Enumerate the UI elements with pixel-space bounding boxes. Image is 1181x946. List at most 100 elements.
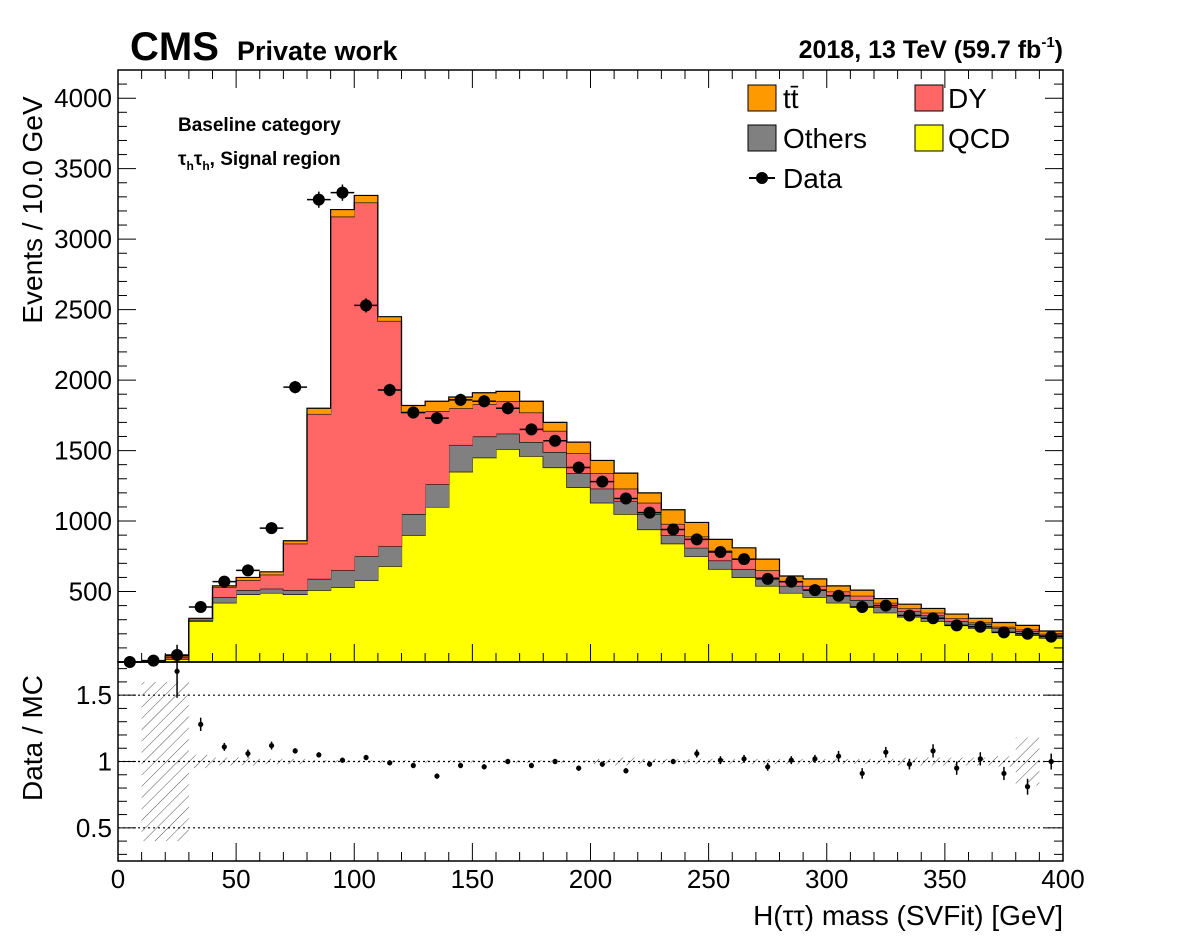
ratio-point	[977, 756, 983, 762]
upper-y-tick-label: 1500	[54, 436, 112, 466]
others-bar	[732, 568, 757, 578]
legend-qcd-label: QCD	[948, 123, 1010, 154]
stacked-histogram	[118, 194, 1064, 663]
data-point	[147, 654, 160, 667]
others-bar	[614, 501, 639, 514]
ratio-point	[268, 742, 275, 749]
qcd-bar	[708, 568, 733, 662]
data-point	[478, 395, 491, 408]
ttbar-bar	[259, 571, 284, 575]
ttbar-bar	[614, 473, 639, 489]
qcd-bar	[850, 607, 875, 662]
ttbar-bar	[685, 522, 710, 537]
lower-y-tick-label: 1	[98, 747, 112, 777]
qcd-bar	[496, 449, 521, 662]
data-point	[903, 609, 916, 622]
qcd-bar	[685, 556, 710, 662]
lower-y-axis-title: Data / MC	[17, 675, 48, 801]
lumi-label: 2018, 13 TeV (59.7 fb-1)	[799, 34, 1063, 64]
ratio-point	[646, 761, 653, 767]
others-bar	[472, 436, 497, 458]
qcd-bar	[519, 456, 544, 662]
qcd-bar	[401, 535, 426, 662]
qcd-bar	[307, 590, 332, 662]
dy-bar	[448, 408, 473, 445]
others-bar	[661, 535, 686, 544]
others-bar	[708, 560, 733, 569]
data-point	[808, 584, 821, 597]
qcd-bar	[755, 585, 780, 662]
dy-bar	[212, 587, 237, 598]
others-bar	[590, 488, 615, 503]
data-point	[643, 506, 656, 519]
data-point	[241, 564, 254, 577]
x-axis-title: H(ττ) mass (SVFit) [GeV]	[753, 900, 1063, 931]
data-point	[950, 619, 963, 632]
ratio-point	[198, 721, 204, 727]
ttbar-bar	[354, 195, 379, 203]
ratio-point	[552, 758, 558, 765]
ratio-point	[481, 764, 487, 770]
ratio-point	[174, 668, 180, 674]
qcd-bar	[614, 514, 639, 662]
band-bin	[188, 754, 213, 769]
others-bar	[519, 442, 544, 457]
dy-bar	[307, 413, 332, 579]
others-bar	[354, 556, 379, 581]
ratio-point	[410, 762, 416, 769]
x-tick-label: 100	[333, 864, 376, 894]
x-tick-label: 400	[1041, 864, 1084, 894]
qcd-bar	[921, 621, 946, 662]
data-point	[997, 626, 1010, 639]
ttbar-bar	[708, 539, 733, 551]
dy-bar	[236, 580, 261, 591]
legend-others-label: Others	[783, 123, 867, 154]
ratio-point	[316, 752, 322, 758]
data-point	[407, 406, 420, 419]
legend-data-label: Data	[783, 163, 843, 194]
ttbar-bar	[826, 585, 851, 592]
ttbar-bar	[992, 622, 1017, 627]
data-point	[761, 572, 774, 585]
qcd-bar	[330, 587, 355, 662]
ttbar-bar	[236, 577, 261, 581]
others-bar	[377, 546, 402, 567]
ratio-point	[717, 757, 724, 763]
legend-dy-swatch	[914, 84, 944, 112]
qcd-bar	[779, 592, 804, 662]
ttbar-bar	[897, 604, 922, 609]
ratio-point	[954, 765, 960, 771]
dy-bar	[850, 595, 875, 600]
qcd-bar	[283, 594, 308, 662]
others-bar	[307, 578, 332, 591]
data-point	[265, 522, 278, 535]
ratio-point	[906, 761, 913, 767]
data-point	[667, 523, 680, 536]
ratio-point	[599, 761, 605, 767]
ratio-point	[765, 764, 771, 770]
band-bin	[448, 760, 473, 763]
band-bin	[685, 758, 709, 765]
ratio-point	[339, 757, 346, 763]
data-point	[218, 575, 231, 588]
qcd-bar	[803, 597, 828, 662]
data-point	[454, 393, 467, 406]
x-tick-label: 250	[687, 864, 730, 894]
ttbar-bar	[944, 614, 969, 619]
ratio-point	[1001, 770, 1007, 777]
data-point	[383, 383, 396, 396]
others-bar	[236, 590, 261, 595]
qcd-bar	[236, 594, 261, 662]
dy-bar	[354, 202, 379, 557]
data-point	[501, 402, 514, 415]
others-bar	[496, 433, 521, 450]
ratio-point	[528, 762, 535, 769]
qcd-bar	[874, 612, 899, 662]
data-point	[572, 461, 585, 474]
qcd-bar	[425, 506, 450, 662]
band-bin	[874, 758, 898, 765]
upper-axes: 500 1000 1500 2000 2500 3000 3500 4000	[54, 70, 1064, 662]
ttbar-bar	[496, 391, 521, 402]
lower-y-tick-label: 1.5	[76, 680, 112, 710]
